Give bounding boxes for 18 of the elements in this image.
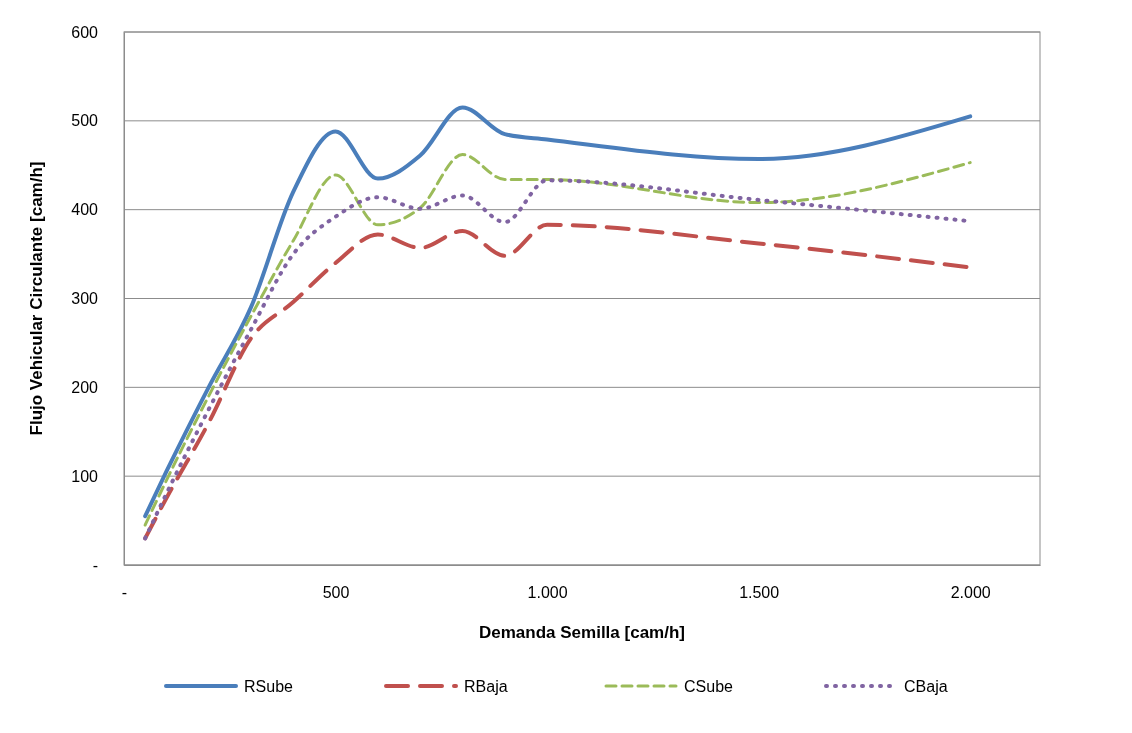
legend-label: RBaja — [464, 678, 508, 695]
x-tick-label: 1.000 — [527, 584, 568, 602]
y-tick-label: 600 — [71, 23, 99, 41]
x-axis-title: Demanda Semilla [cam/h] — [479, 623, 685, 642]
y-tick-label: 300 — [71, 290, 99, 308]
y-tick-label: 200 — [71, 378, 99, 396]
legend-label: CSube — [684, 678, 734, 695]
legend-label: RSube — [244, 678, 294, 695]
x-tick-label: 2.000 — [950, 584, 991, 602]
x-tick-label: - — [121, 584, 128, 602]
y-tick-label: 100 — [71, 467, 99, 485]
y-tick-label: - — [92, 556, 98, 574]
y-axis-title: Flujo Vehicular Circulante [cam/h] — [27, 161, 46, 436]
x-tick-label: 500 — [322, 584, 350, 602]
legend-label: CBaja — [904, 678, 948, 695]
y-tick-label: 400 — [71, 201, 99, 219]
y-tick-label: 500 — [71, 112, 99, 130]
x-tick-label: 1.500 — [739, 584, 780, 602]
